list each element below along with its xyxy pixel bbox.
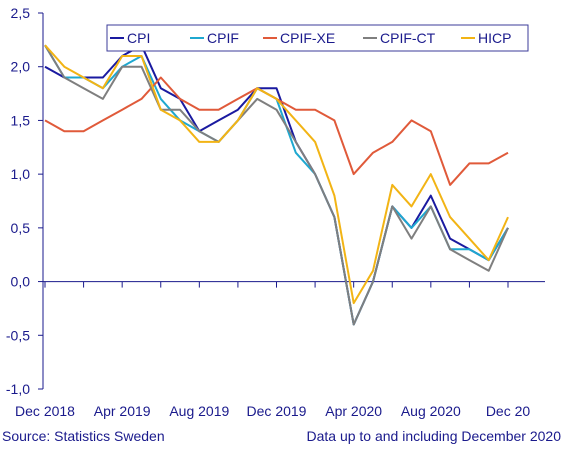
y-tick-label: 1,5 xyxy=(11,112,31,128)
x-tick-label: Aug 2019 xyxy=(169,403,229,419)
x-tick-label: Apr 2019 xyxy=(94,403,151,419)
chart-series-lines xyxy=(44,44,509,326)
series-line-cpif-xe xyxy=(44,76,509,186)
source-note: Source: Statistics Sweden xyxy=(2,428,165,444)
legend-label: CPI xyxy=(127,30,150,46)
legend-box xyxy=(106,24,529,52)
chart-axes: -1,0 -0,5 0,0 0,5 1,0 1,5 2,0 2,5 Dec 2018 Apr 20… xyxy=(6,5,545,419)
legend-label: CPIF-CT xyxy=(380,30,436,46)
legend-label: HICP xyxy=(478,30,511,46)
data-coverage-note: Data up to and including December 2020 xyxy=(306,428,561,444)
y-tick-label: 0,5 xyxy=(11,220,31,236)
y-tick-label: -1,0 xyxy=(6,381,30,397)
x-tick-label: Aug 2020 xyxy=(401,403,461,419)
legend-label: CPIF xyxy=(207,30,239,46)
y-tick-label: 2,0 xyxy=(11,59,31,75)
y-tick-label: 0,0 xyxy=(11,274,31,290)
x-tick-label: Dec 20 xyxy=(486,403,531,419)
legend-label: CPIF-XE xyxy=(280,30,335,46)
y-tick-label: -0,5 xyxy=(6,327,30,343)
series-line-cpif-ct xyxy=(44,44,509,326)
x-tick-label: Dec 2019 xyxy=(247,403,307,419)
y-tick-label: 1,0 xyxy=(11,166,31,182)
x-tick-label: Dec 2018 xyxy=(15,403,75,419)
chart-legend: CPI CPIF CPIF-XE CPIF-CT HICP xyxy=(106,24,529,52)
series-line-hicp xyxy=(44,44,509,305)
x-tick-label: Apr 2020 xyxy=(325,403,382,419)
line-chart: -1,0 -0,5 0,0 0,5 1,0 1,5 2,0 2,5 Dec 2018 Apr 20… xyxy=(6,5,545,419)
y-tick-label: 2,5 xyxy=(11,5,31,21)
